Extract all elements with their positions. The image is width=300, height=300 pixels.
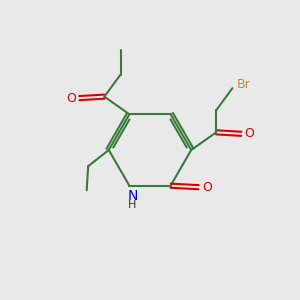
Text: O: O xyxy=(66,92,76,105)
Text: H: H xyxy=(128,200,136,210)
Text: O: O xyxy=(244,127,254,140)
Text: O: O xyxy=(202,181,212,194)
Text: Br: Br xyxy=(237,78,250,91)
Text: N: N xyxy=(127,189,137,203)
